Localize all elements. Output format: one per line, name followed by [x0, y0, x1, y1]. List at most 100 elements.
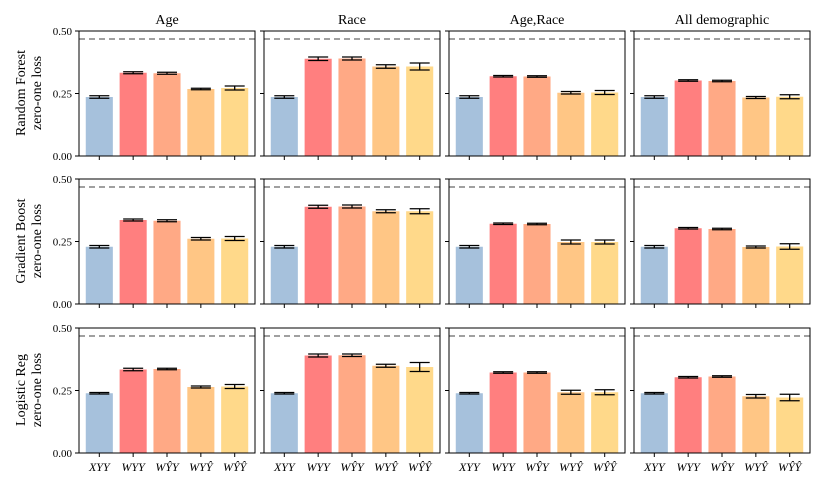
column-title-race: Race: [338, 13, 366, 28]
column-title-age-race: Age,Race: [510, 13, 565, 28]
bar-3: [742, 97, 770, 156]
bar-1: [119, 220, 147, 304]
y-tick-label-0: 0.00: [53, 299, 73, 311]
x-tick-label-0: XYY: [643, 460, 666, 474]
x-tick-label-0: XYY: [458, 460, 481, 474]
bar-0: [640, 246, 668, 304]
bar-4: [406, 211, 434, 304]
panels: 0.00 0.25 0.50 0.00 0.25 0.50 XYY WYY WŶY WYŶ WŶŶ 0…: [53, 26, 811, 474]
bar-3: [372, 211, 400, 304]
bar-0: [640, 97, 668, 156]
bar-2: [523, 76, 551, 156]
bar-2: [523, 224, 551, 304]
bar-1: [489, 372, 517, 453]
bar-3: [557, 242, 585, 304]
x-tick-label-3: WYŶ: [374, 460, 399, 474]
panel-r0-c2: [445, 30, 626, 160]
bar-4: [591, 242, 619, 304]
bar-4: [591, 392, 619, 453]
row-title-logistic-reg: Logistic Reg: [14, 354, 29, 426]
panel-r1-c0: 0.00 0.25 0.50: [53, 174, 256, 311]
bar-3: [372, 66, 400, 156]
y-tick-label-0: 0.00: [53, 448, 73, 460]
bar-4: [776, 246, 804, 304]
panel-r1-c2: [445, 178, 626, 308]
bar-2: [338, 206, 366, 304]
bar-1: [304, 355, 332, 453]
y-tick-label-2: 0.50: [53, 26, 73, 38]
x-tick-label-0: XYY: [88, 460, 111, 474]
bar-4: [221, 238, 249, 304]
bar-0: [85, 393, 113, 453]
bar-4: [221, 386, 249, 453]
y-tick-label-2: 0.50: [53, 174, 73, 186]
column-titles: Age Race Age,Race All demographic: [155, 13, 769, 28]
bar-3: [187, 89, 215, 156]
x-tick-label-1: WYY: [306, 460, 331, 474]
x-tick-label-0: XYY: [273, 460, 296, 474]
row-subtitle-random-forest: zero-one loss: [30, 56, 45, 130]
x-tick-label-2: WŶY: [525, 460, 550, 474]
bar-4: [776, 397, 804, 453]
panel-r2-c2: XYY WYY WŶY WYŶ WŶŶ: [445, 327, 626, 474]
row-subtitle-logistic-reg: zero-one loss: [30, 353, 45, 427]
bar-0: [270, 97, 298, 156]
bar-2: [338, 355, 366, 453]
bar-3: [187, 387, 215, 453]
panel-r2-c0: XYY WYY WŶY WYŶ WŶŶ 0.00 0.25 0.50: [53, 323, 256, 474]
bar-2: [153, 73, 181, 156]
bar-0: [455, 246, 483, 304]
panel-r1-c1: [260, 178, 441, 308]
x-tick-label-1: WYY: [491, 460, 516, 474]
bar-1: [304, 58, 332, 156]
bar-3: [187, 238, 215, 304]
bar-3: [742, 247, 770, 304]
bar-1: [119, 369, 147, 453]
x-tick-label-3: WYŶ: [189, 460, 214, 474]
panel-r0-c3: [630, 30, 811, 160]
panel-r0-c1: [260, 30, 441, 160]
x-tick-label-2: WŶY: [710, 460, 735, 474]
bar-2: [708, 229, 736, 304]
panel-r1-c3: [630, 178, 811, 308]
bar-1: [674, 377, 702, 453]
bar-1: [119, 72, 147, 156]
bar-4: [591, 92, 619, 156]
bar-0: [270, 246, 298, 304]
x-tick-label-2: WŶY: [340, 460, 365, 474]
panel-r2-c3: XYY WYY WŶY WYŶ WŶŶ: [630, 327, 811, 474]
y-tick-label-1: 0.25: [53, 386, 73, 398]
bar-4: [406, 367, 434, 453]
bar-0: [85, 246, 113, 304]
x-tick-label-4: WŶŶ: [223, 460, 248, 474]
bar-3: [557, 92, 585, 156]
row-subtitle-gradient-boost: zero-one loss: [30, 204, 45, 278]
bar-1: [304, 206, 332, 304]
bar-2: [153, 369, 181, 453]
bar-0: [270, 393, 298, 453]
bar-2: [153, 220, 181, 304]
bar-0: [85, 97, 113, 156]
x-tick-label-2: WŶY: [155, 460, 180, 474]
column-title-all-demographic: All demographic: [675, 13, 769, 28]
bar-1: [674, 80, 702, 156]
panel-r2-c1: XYY WYY WŶY WYŶ WŶŶ: [260, 327, 441, 474]
bar-1: [489, 223, 517, 304]
bar-0: [640, 393, 668, 453]
row-title-gradient-boost: Gradient Boost: [14, 198, 29, 283]
bar-2: [523, 372, 551, 453]
x-tick-label-4: WŶŶ: [593, 460, 618, 474]
bar-4: [221, 88, 249, 156]
y-tick-label-1: 0.25: [53, 89, 73, 101]
row-title-random-forest: Random Forest: [14, 50, 29, 136]
y-tick-label-2: 0.50: [53, 323, 73, 335]
panel-r0-c0: 0.00 0.25 0.50: [53, 26, 256, 163]
x-tick-label-1: WYY: [121, 460, 146, 474]
x-tick-label-3: WYŶ: [559, 460, 584, 474]
bar-2: [338, 58, 366, 156]
bar-3: [372, 365, 400, 453]
row-titles: Random Forest zero-one loss Gradient Boo…: [14, 50, 45, 427]
bar-0: [455, 393, 483, 453]
bar-2: [708, 376, 736, 453]
